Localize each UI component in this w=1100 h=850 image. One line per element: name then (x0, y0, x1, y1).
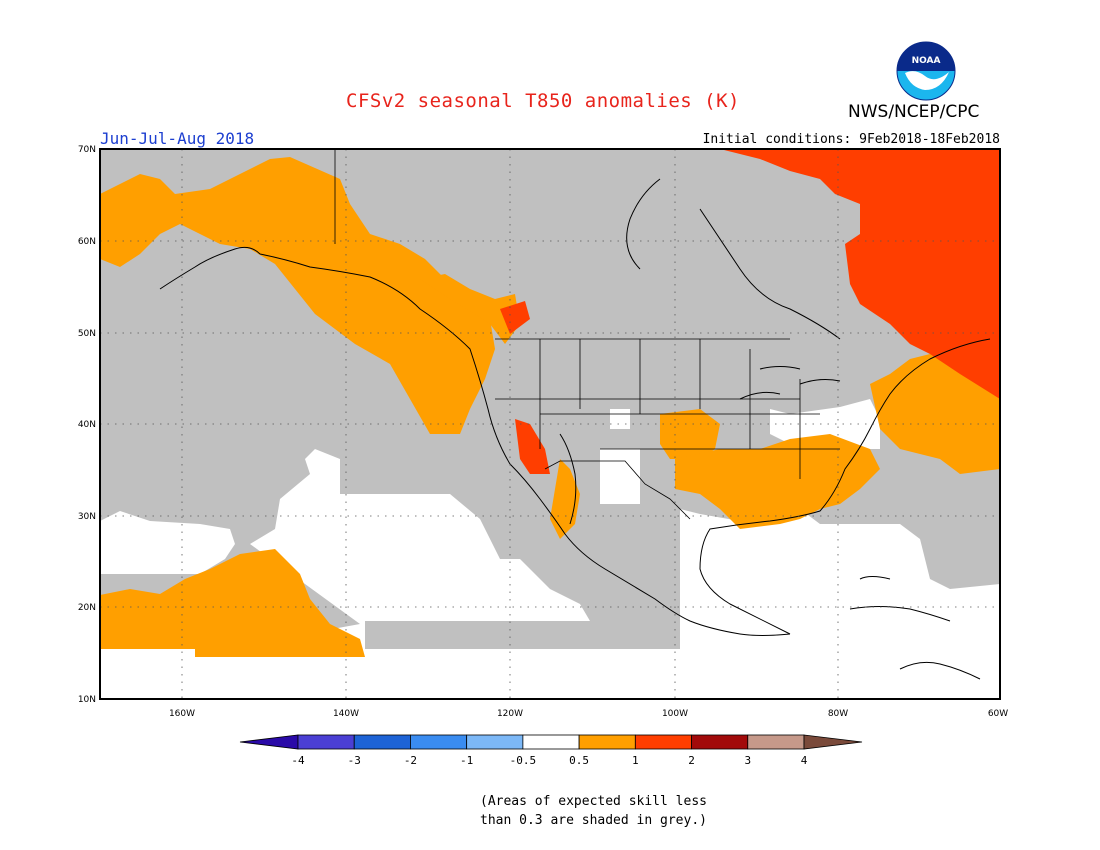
skill-footnote-line2: than 0.3 are shaded in grey.) (480, 813, 707, 828)
graticule (100, 149, 1000, 699)
color-bar-bin (691, 734, 749, 750)
subtropical-pacific-white (100, 511, 235, 574)
color-bar-bin (410, 734, 468, 750)
lat-label-10n: 10N (78, 695, 96, 705)
noaa-logo: NOAA (896, 41, 956, 101)
color-bar-bin (522, 734, 580, 750)
lon-label-120w: 120W (497, 709, 523, 719)
cbar-label-1: 1 (632, 754, 639, 767)
color-bar-bins (239, 734, 863, 750)
cbar-label-0-5: 0.5 (569, 754, 589, 767)
warm-0-5-to-1-regions (100, 157, 1000, 657)
lon-label-100w: 100W (662, 709, 688, 719)
hawaii-orange (100, 549, 365, 657)
color-bar: -4 -3 -2 -1 -0.5 0.5 1 2 3 4 (239, 734, 863, 767)
lat-label-50n: 50N (78, 329, 96, 339)
skill-footnote-line1: (Areas of expected skill less (480, 794, 707, 809)
cbar-label-4: 4 (801, 754, 808, 767)
skill-footnote: (Areas of expected skill less than 0.3 a… (480, 792, 707, 830)
pacific-northwest-orange (420, 274, 520, 344)
lat-label-20n: 20N (78, 603, 96, 613)
coastlines (159, 178, 991, 680)
alaska-orange (100, 157, 495, 434)
political-borders (334, 149, 840, 520)
initial-conditions-label: Initial conditions: 9Feb2018-18Feb2018 (702, 132, 1000, 147)
southwest-white (600, 449, 640, 504)
gulf-of-california-orange (550, 459, 580, 539)
color-bar-bin (747, 734, 805, 750)
northeast-us-white (770, 399, 880, 449)
lat-label-40n: 40N (78, 420, 96, 430)
map-frame (99, 148, 1001, 700)
lon-label-80w: 80W (828, 709, 848, 719)
southeast-us-orange (675, 434, 880, 529)
lat-label-70n: 70N (78, 145, 96, 155)
cbar-label-neg3: -3 (348, 754, 361, 767)
color-bar-bin (803, 734, 863, 750)
lat-label-60n: 60N (78, 237, 96, 247)
season-label: Jun-Jul-Aug 2018 (100, 129, 255, 148)
agency-label: NWS/NCEP/CPC (848, 102, 980, 122)
map-title: CFSv2 seasonal T850 anomalies (K) (346, 90, 740, 112)
cbar-label-2: 2 (688, 754, 695, 767)
color-bar-bin (297, 734, 355, 750)
cbar-label-neg0-5: -0.5 (510, 754, 537, 767)
lon-label-140w: 140W (333, 709, 359, 719)
tropics-white-band (100, 649, 1000, 699)
cbar-label-neg2: -2 (404, 754, 417, 767)
lon-label-60w: 60W (988, 709, 1008, 719)
color-bar-bin (578, 734, 636, 750)
eastern-canada-red (720, 149, 1000, 399)
great-basin-red (515, 419, 550, 474)
central-plains-orange (660, 409, 720, 459)
anomaly-map: 70N 60N 50N 40N 30N 20N 10N 160W 140W 12… (78, 145, 1008, 719)
cbar-label-neg1: -1 (460, 754, 473, 767)
lat-label-30n: 30N (78, 512, 96, 522)
caribbean-white (680, 509, 1000, 649)
near-normal-regions (100, 244, 1000, 699)
color-bar-bin (239, 734, 299, 750)
noaa-logo-text: NOAA (912, 56, 941, 66)
cbar-label-3: 3 (744, 754, 751, 767)
color-bar-bin (466, 734, 524, 750)
color-bar-bin (353, 734, 411, 750)
cbar-label-neg4: -4 (291, 754, 305, 767)
lon-label-160w: 160W (169, 709, 195, 719)
oregon-coast-red (500, 301, 530, 334)
kansas-white (610, 409, 630, 429)
mexico-white (100, 449, 590, 654)
warm-1-to-2-regions (500, 149, 1000, 474)
color-bar-bin (634, 734, 692, 750)
